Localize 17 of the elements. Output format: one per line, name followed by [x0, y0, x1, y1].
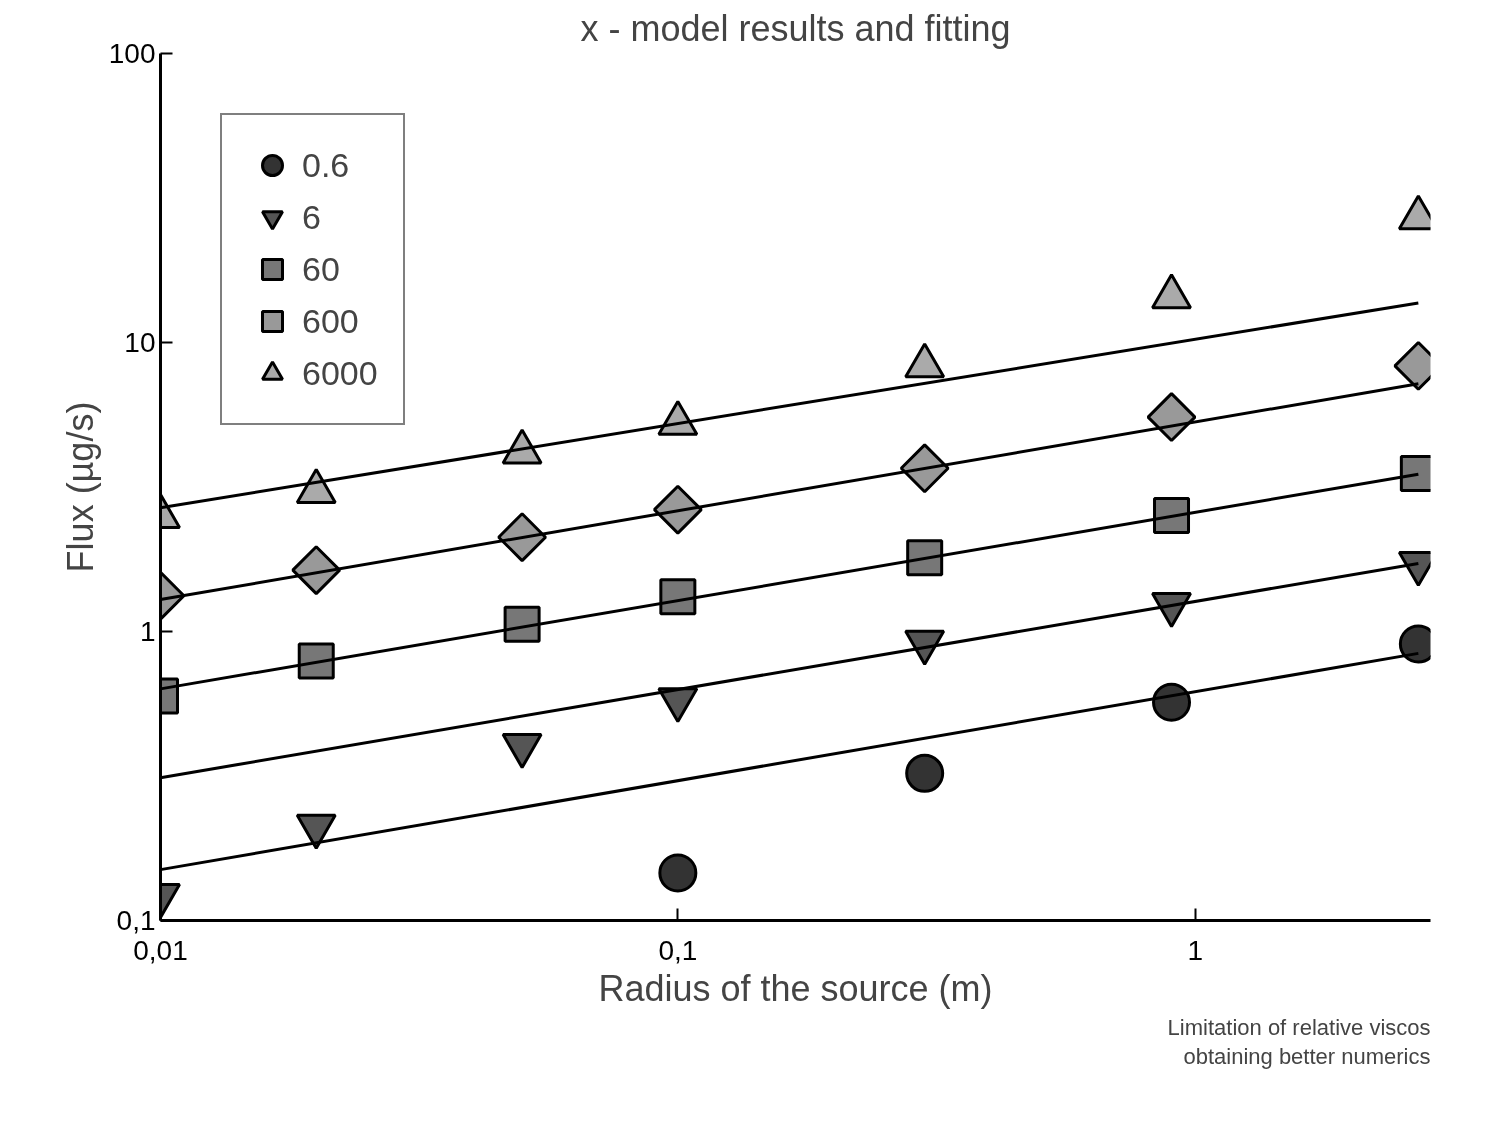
x-axis-title: Radius of the source (m) [598, 967, 993, 1009]
y-tick-label: 0,1 [116, 905, 156, 936]
legend-label: 600 [302, 301, 359, 341]
legend-label: 60 [302, 249, 340, 289]
chart-title: x - model results and fitting [580, 7, 1011, 49]
legend-label: 6000 [302, 353, 378, 393]
y-tick-label: 1 [139, 616, 156, 647]
y-tick-label: 100 [108, 38, 156, 69]
y-tick-label: 10 [124, 327, 156, 358]
x-tick-label: 0,1 [658, 934, 698, 966]
x-tick-label: 0,01 [133, 934, 188, 966]
legend-label: 6 [302, 197, 322, 237]
y-axis-title: Flux (µg/s) [59, 401, 101, 573]
text: Limitation of relative viscos [1167, 1014, 1431, 1040]
legend-label: 0.6 [302, 145, 350, 185]
text: obtaining better numerics [1183, 1043, 1431, 1069]
x-tick-label: 1 [1187, 934, 1203, 966]
